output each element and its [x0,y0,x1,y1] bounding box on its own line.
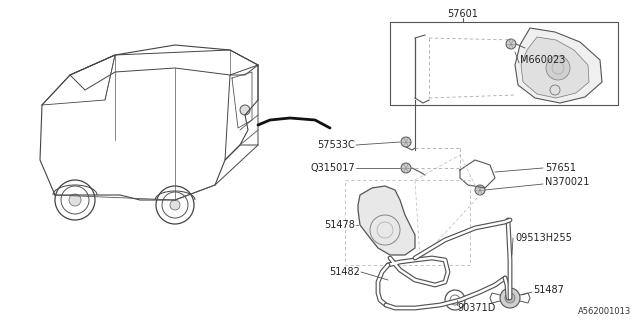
Text: Q315017: Q315017 [310,163,355,173]
Circle shape [505,293,515,303]
Text: 51487: 51487 [533,285,564,295]
Text: 51482: 51482 [329,267,360,277]
Circle shape [475,185,485,195]
Circle shape [500,288,520,308]
Polygon shape [521,37,589,98]
Text: 57601: 57601 [447,9,478,19]
Text: A562001013: A562001013 [578,308,631,316]
Circle shape [506,39,516,49]
Text: 90371D: 90371D [457,303,495,313]
Text: 09513H255: 09513H255 [515,233,572,243]
Text: 57651: 57651 [545,163,576,173]
Circle shape [240,105,250,115]
Polygon shape [358,186,415,255]
Text: 51478: 51478 [324,220,355,230]
Text: M660023: M660023 [520,55,565,65]
Circle shape [69,194,81,206]
Text: N370021: N370021 [545,177,589,187]
Circle shape [401,137,411,147]
Polygon shape [515,28,602,103]
Circle shape [170,200,180,210]
Circle shape [401,163,411,173]
Text: 57533C: 57533C [317,140,355,150]
Circle shape [546,56,570,80]
